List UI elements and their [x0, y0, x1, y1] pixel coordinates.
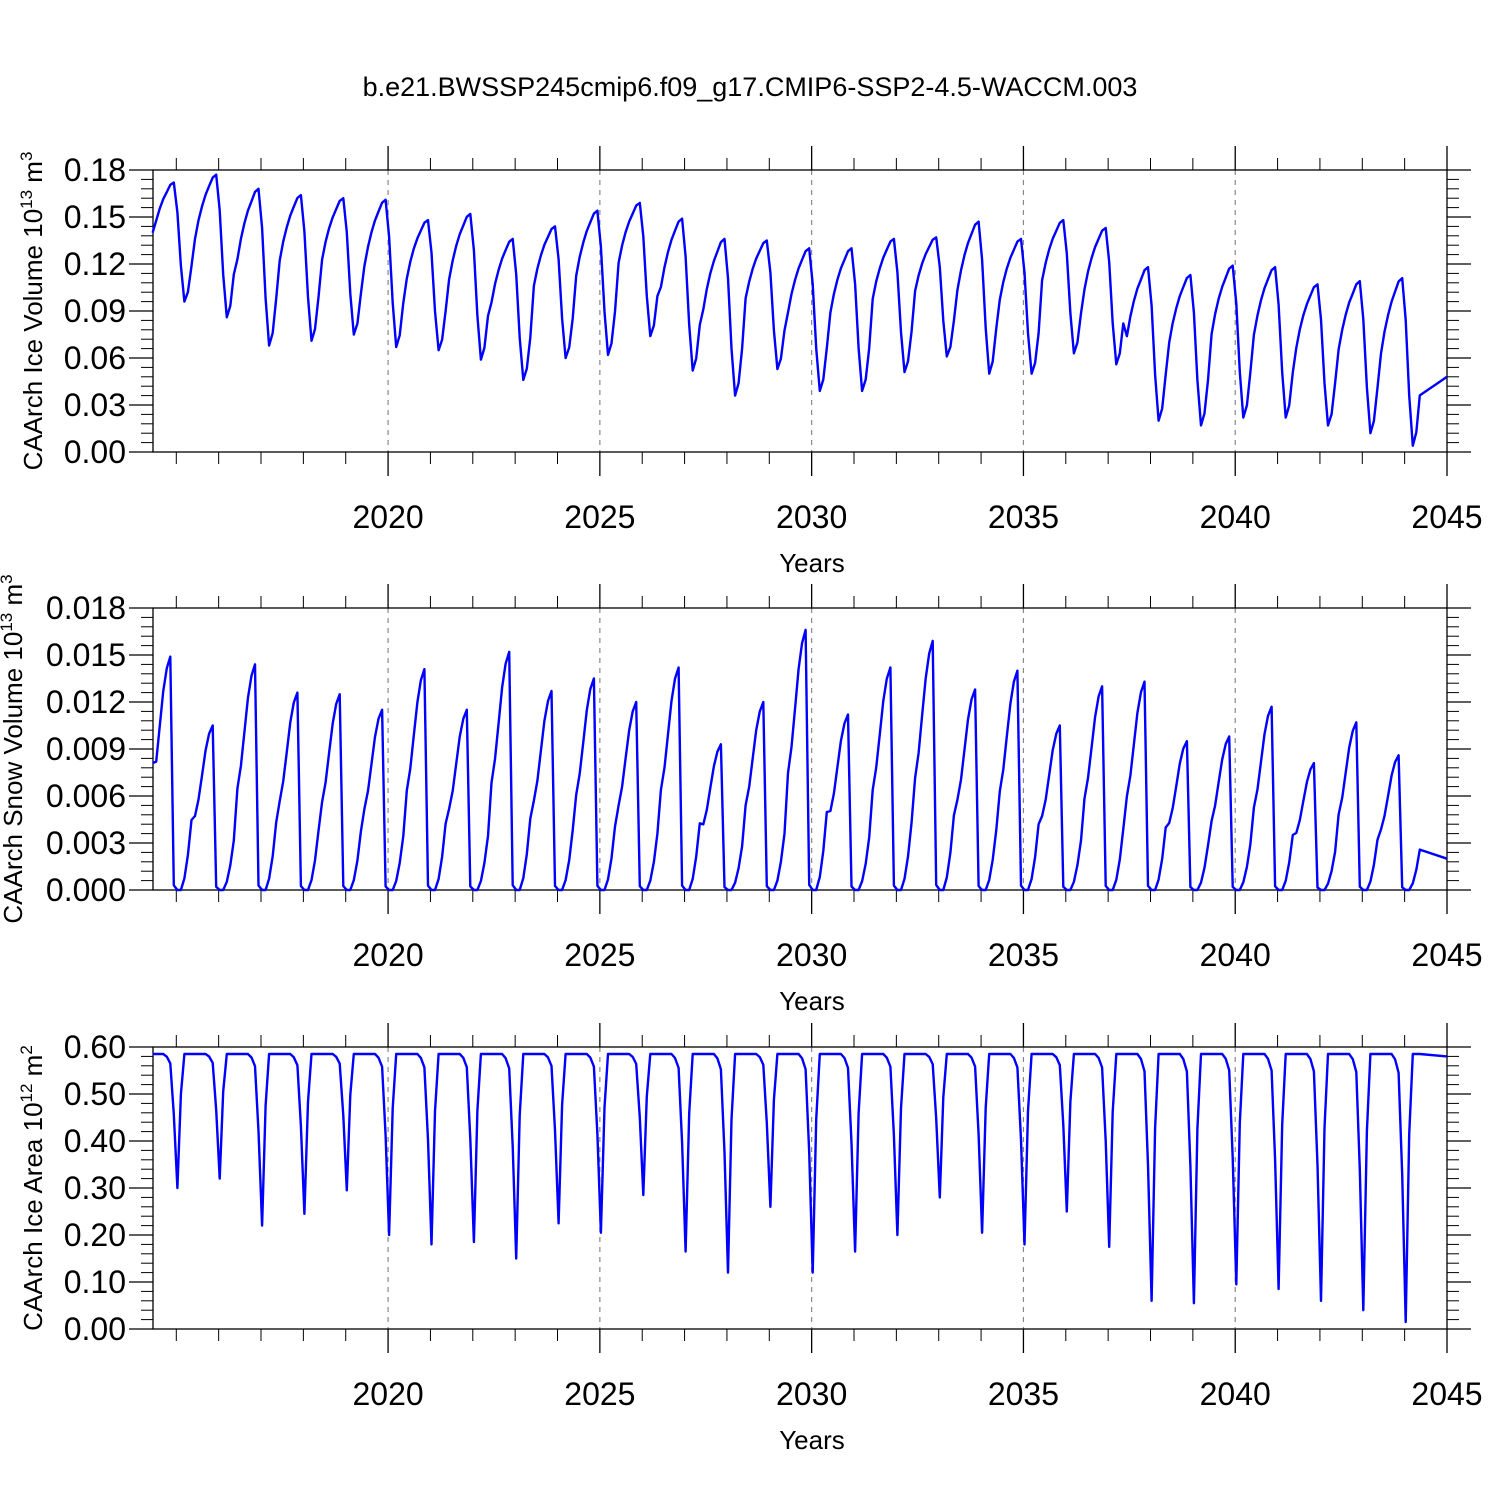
- xtick-label: 2035: [988, 937, 1059, 973]
- xtick-label: 2040: [1200, 1376, 1271, 1412]
- xtick-label: 2030: [776, 1376, 847, 1412]
- xtick-label: 2020: [352, 937, 423, 973]
- series-line-ice-area: [152, 1052, 1448, 1324]
- ytick-label: 0.000: [46, 872, 126, 908]
- xtick-label: 2030: [776, 499, 847, 535]
- panel-ice-volume: 0.00 0.03 0.06 0.09 0.12 0.15 0.18 2020 2025 2030…: [17, 146, 1483, 578]
- xtick-label: 2020: [352, 499, 423, 535]
- ytick-label: 0.00: [64, 434, 126, 470]
- ytick-label: 0.09: [64, 293, 126, 329]
- y-axis-label: CAArch Snow Volume 1013 m3: [0, 574, 28, 923]
- ytick-label: 0.20: [64, 1217, 126, 1253]
- ytick-label: 0.50: [64, 1076, 126, 1112]
- x-axis-label: Years: [779, 986, 845, 1016]
- ytick-label: 0.015: [46, 637, 126, 673]
- ytick-label: 0.009: [46, 731, 126, 767]
- ytick-label: 0.03: [64, 387, 126, 423]
- ytick-label: 0.30: [64, 1170, 126, 1206]
- ytick-label: 0.60: [64, 1029, 126, 1065]
- panel-ice-area: 0.00 0.10 0.20 0.30 0.40 0.50 0.60 2020 2025 2030…: [17, 1023, 1483, 1455]
- xtick-label: 2045: [1411, 937, 1482, 973]
- series-line-snow-volume: [152, 628, 1448, 892]
- xtick-label: 2040: [1200, 499, 1271, 535]
- panels: 0.00 0.03 0.06 0.09 0.12 0.15 0.18 2020 2025 2030…: [0, 146, 1483, 1455]
- ytick-label: 0.12: [64, 246, 126, 282]
- panel-snow-volume: 0.000 0.003 0.006 0.009 0.012 0.015 0.018 2020 2…: [0, 574, 1483, 1016]
- xtick-label: 2035: [988, 1376, 1059, 1412]
- y-axis-label: CAArch Ice Area 1012 m2: [17, 1045, 48, 1331]
- x-axis-label: Years: [779, 1425, 845, 1455]
- ytick-label: 0.15: [64, 199, 126, 235]
- xtick-label: 2045: [1411, 1376, 1482, 1412]
- xtick-label: 2020: [352, 1376, 423, 1412]
- y-axis-label: CAArch Ice Volume 1013 m3: [17, 152, 48, 471]
- ytick-label: 0.40: [64, 1123, 126, 1159]
- xtick-label: 2025: [564, 937, 635, 973]
- figure-title: b.e21.BWSSP245cmip6.f09_g17.CMIP6-SSP2-4…: [363, 72, 1138, 102]
- ytick-label: 0.18: [64, 152, 126, 188]
- ytick-label: 0.018: [46, 590, 126, 626]
- xtick-label: 2030: [776, 937, 847, 973]
- xtick-label: 2025: [564, 499, 635, 535]
- xtick-label: 2025: [564, 1376, 635, 1412]
- ytick-label: 0.006: [46, 778, 126, 814]
- xtick-label: 2035: [988, 499, 1059, 535]
- plot-frame: [152, 169, 1448, 453]
- ytick-label: 0.10: [64, 1264, 126, 1300]
- xtick-label: 2040: [1200, 937, 1271, 973]
- ytick-label: 0.06: [64, 340, 126, 376]
- ytick-label: 0.00: [64, 1311, 126, 1347]
- ytick-label: 0.003: [46, 825, 126, 861]
- series-line-ice-volume: [151, 173, 1448, 447]
- ytick-label: 0.012: [46, 684, 126, 720]
- x-axis-label: Years: [779, 548, 845, 578]
- xtick-label: 2045: [1411, 499, 1482, 535]
